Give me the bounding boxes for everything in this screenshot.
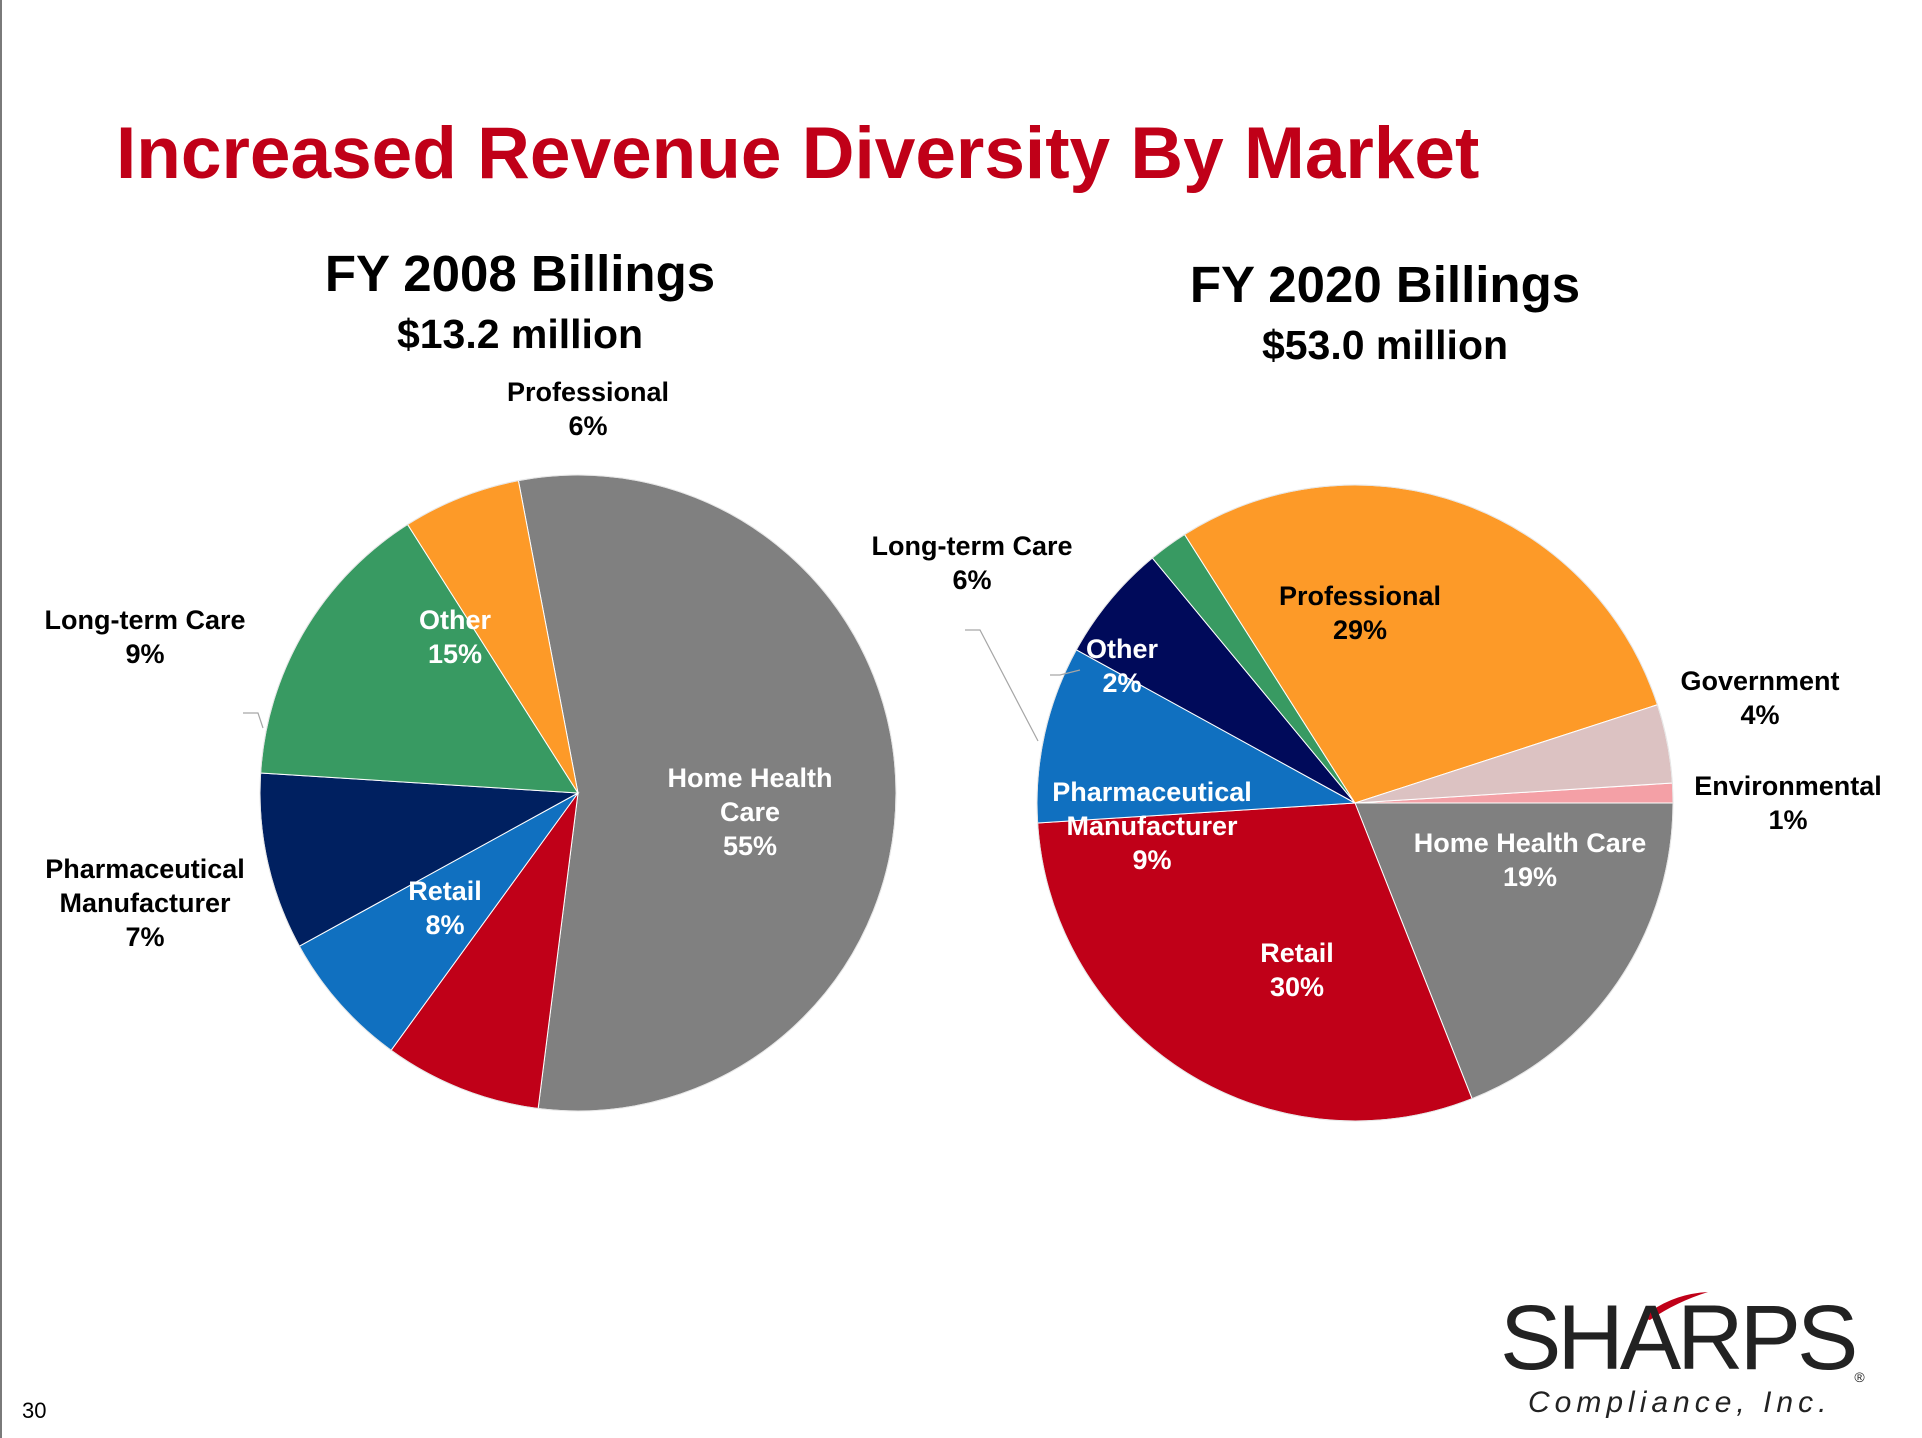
- page-number: 30: [22, 1398, 47, 1423]
- chart-subtitle-text: $53.0 million: [1261, 322, 1509, 368]
- slide-edge-rule: [0, 0, 2, 1438]
- pie-outline: [1036, 484, 1674, 1122]
- slide-title: Increased Revenue Diversity By Market: [116, 113, 1480, 194]
- data-label-long-term-care: Long-term Care 6%: [871, 531, 1072, 595]
- logo-wordmark-text: SHARPS: [1500, 1287, 1858, 1389]
- leader-line-other: [1050, 669, 1081, 676]
- data-label-environmental: Environmental 1%: [1694, 771, 1882, 835]
- data-label-retail: Retail 30%: [1260, 938, 1334, 1002]
- logo-wordmark: SHARPS®: [1500, 1292, 1865, 1384]
- chart-title-fy2020: FY 2020 Billings $53.0 million: [1135, 255, 1635, 369]
- data-label-home-health-care: Home Health Care 55%: [667, 763, 832, 861]
- logo-subtitle: Compliance, Inc.: [1528, 1386, 1832, 1419]
- chart-subtitle-text: $13.2 million: [396, 311, 644, 357]
- data-label-retail: Retail 8%: [408, 876, 482, 940]
- chart-title-fy2008: FY 2008 Billings $13.2 million: [270, 244, 770, 358]
- data-label-professional: Professional 29%: [1279, 581, 1441, 645]
- pie-outline: [259, 474, 897, 1112]
- data-label-other: Other 2%: [1086, 634, 1159, 698]
- leader-line-long-term-care: [965, 629, 1039, 742]
- company-logo: SHARPS® Compliance, Inc.: [1500, 1292, 1865, 1420]
- data-label-government: Government 4%: [1680, 666, 1839, 730]
- chart-title-text: FY 2020 Billings: [1189, 256, 1581, 313]
- data-label-long-term-care: Long-term Care 9%: [44, 605, 245, 669]
- data-label-professional: Professional 6%: [507, 377, 669, 441]
- data-label-pharmaceutical-manufacturer: Pharmaceutical Manufacturer 9%: [1052, 777, 1252, 875]
- logo-swoosh-icon: [1642, 1292, 1708, 1320]
- logo-registered-mark: ®: [1854, 1369, 1865, 1385]
- leader-line-long-term-care: [243, 712, 264, 729]
- data-label-other: Other 15%: [419, 605, 492, 669]
- chart-title-text: FY 2008 Billings: [324, 245, 716, 302]
- data-label-home-health-care: Home Health Care 19%: [1414, 828, 1647, 892]
- data-label-pharmaceutical-manufacturer: Pharmaceutical Manufacturer 7%: [45, 854, 245, 952]
